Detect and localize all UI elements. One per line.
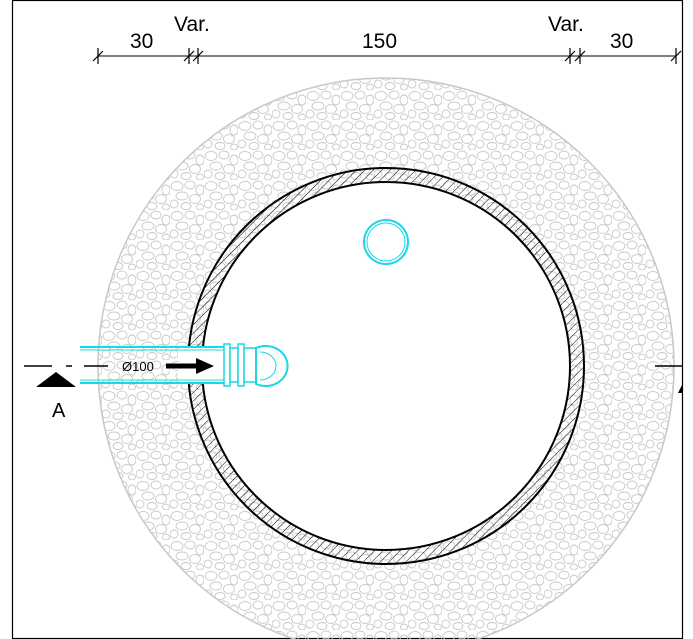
section-label: A: [52, 400, 66, 422]
dim-right-var: Var.: [548, 13, 584, 36]
pipe-diameter-label: Ø100: [122, 359, 154, 374]
section-marker-left: [36, 372, 76, 387]
step-circle: [363, 219, 409, 265]
step-circle-inner: [366, 222, 406, 262]
dim-inner: 150: [362, 30, 397, 53]
inlet-pipe: [80, 343, 289, 387]
dim-left-var: Var.: [174, 13, 210, 36]
dimension-ticks: [92, 48, 682, 64]
dim-right-gravel: 30: [610, 30, 633, 53]
section-marker-right: [678, 383, 683, 393]
flow-arrow-head: [196, 358, 214, 374]
dim-left-gravel: 30: [130, 30, 153, 53]
